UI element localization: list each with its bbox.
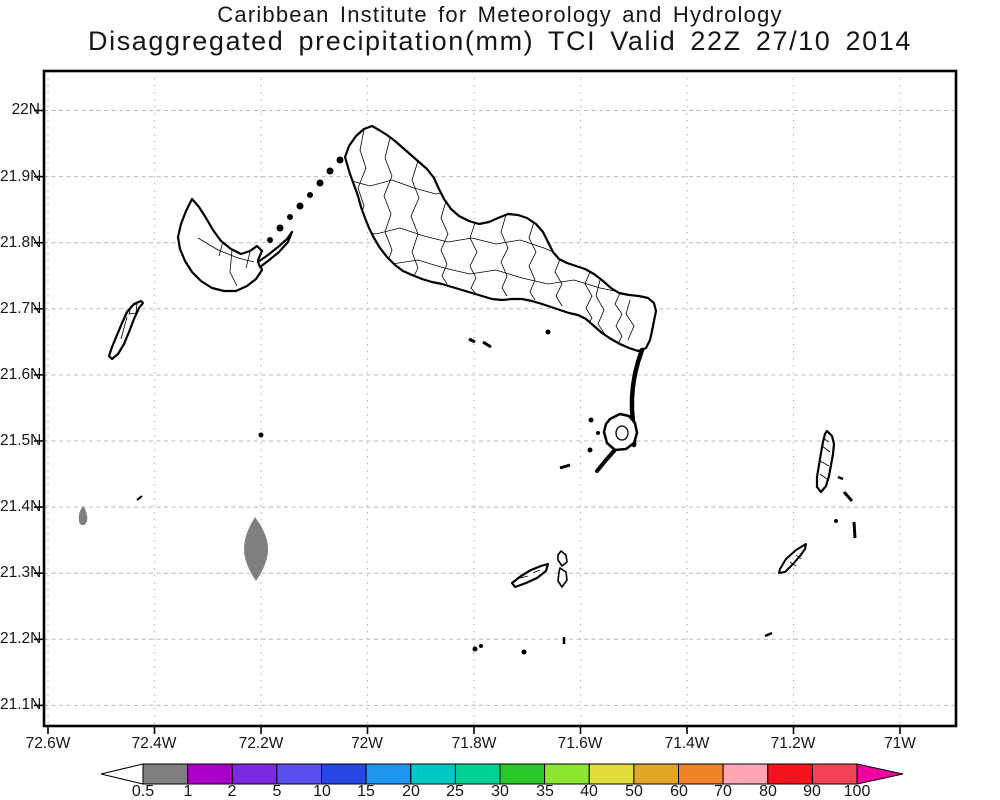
- colorbar-label: 1: [183, 783, 193, 800]
- colorbar-segment: [187, 763, 233, 785]
- coastline-provo-east-spit: [256, 230, 294, 269]
- lat-axis-label: 21.1N: [0, 696, 42, 713]
- lon-axis-label: 72.4W: [131, 735, 177, 752]
- colorbar-label: 50: [625, 783, 643, 800]
- lat-axis-label: 21.4N: [0, 498, 42, 515]
- coastline-caicos-arc: [343, 124, 658, 353]
- axis-ticks: [34, 109, 901, 734]
- lat-axis-label: 21.5N: [0, 432, 42, 449]
- south-caicos-lagoon: [615, 425, 629, 441]
- coastline-little-ambergris-south: [557, 567, 568, 588]
- colorbar-left-arrow: [100, 763, 144, 785]
- colorbar-label: 35: [536, 783, 554, 800]
- small-cays: [136, 156, 857, 655]
- colorbar-segment: [499, 763, 546, 785]
- colorbar-label: 15: [357, 783, 375, 800]
- colorbar-segment: [588, 763, 635, 785]
- lon-axis-label: 72W: [351, 735, 383, 752]
- coastline-salt-cay: [778, 543, 807, 574]
- colorbar-segment: [811, 763, 858, 785]
- colorbar-label: 80: [759, 783, 777, 800]
- precip-shading: [78, 506, 268, 581]
- coastline-grand-turk: [815, 429, 836, 494]
- colorbar-label: 70: [714, 783, 732, 800]
- coastline-little-ambergris-north: [557, 550, 568, 567]
- lat-axis-label: 21.6N: [0, 366, 42, 383]
- lon-axis-label: 71.2W: [770, 735, 816, 752]
- colorbar-label: 20: [402, 783, 420, 800]
- lon-axis-label: 72.6W: [25, 735, 71, 752]
- colorbar-right-arrow: [856, 763, 904, 785]
- coastline-long-cay: [595, 449, 616, 473]
- colorbar-segment: [365, 763, 412, 785]
- colorbar: [100, 763, 904, 785]
- latitude-gridlines: [44, 110, 956, 706]
- colorbar-label: 30: [491, 783, 509, 800]
- coastline-providenciales: [176, 197, 264, 293]
- colorbar-segment: [321, 763, 367, 785]
- colorbar-label: 90: [803, 783, 821, 800]
- colorbar-segment: [142, 763, 189, 785]
- page-subtitle: Disaggregated precipitation(mm) TCI Vali…: [88, 26, 912, 56]
- precip-blob-small: [78, 506, 88, 526]
- longitude-gridlines: [47, 71, 901, 726]
- colorbar-label: 25: [446, 783, 464, 800]
- colorbar-segment: [231, 763, 278, 785]
- small-island-details: [120, 303, 831, 579]
- colorbar-segment: [544, 763, 590, 785]
- lat-axis-label: 21.2N: [0, 630, 42, 647]
- lat-axis-label: 21.9N: [0, 168, 42, 185]
- colorbar-label: 60: [670, 783, 688, 800]
- lon-axis-label: 72.2W: [238, 735, 284, 752]
- colorbar-label: 5: [272, 783, 282, 800]
- west-sand-spit: [136, 495, 143, 501]
- colorbar-label: 0.5: [131, 783, 155, 800]
- coastlines: [107, 124, 836, 589]
- colorbar-segment: [767, 763, 813, 785]
- page-title: Caribbean Institute for Meteorology and …: [217, 2, 783, 27]
- lat-axis-label: 21.3N: [0, 564, 42, 581]
- french-cay: [258, 432, 264, 438]
- colorbar-label: 40: [580, 783, 598, 800]
- colorbar-label: 2: [227, 783, 237, 800]
- colorbar-segment: [633, 763, 680, 785]
- coastline-west-caicos: [107, 299, 145, 361]
- lon-axis-label: 71W: [884, 735, 916, 752]
- colorbar-label: 10: [313, 783, 331, 800]
- lat-axis-label: 22N: [11, 101, 40, 118]
- lon-axis-label: 71.6W: [557, 735, 603, 752]
- map-frame: [42, 69, 958, 728]
- coastline-big-ambergris: [510, 562, 550, 589]
- colorbar-segment: [410, 763, 456, 785]
- colorbar-segment: [454, 763, 501, 785]
- lat-axis-label: 21.8N: [0, 234, 42, 251]
- colorbar-label: 100: [843, 783, 871, 800]
- lon-axis-label: 71.4W: [664, 735, 710, 752]
- colorbar-segment: [678, 763, 724, 785]
- lat-axis-label: 21.7N: [0, 300, 42, 317]
- lon-axis-label: 71.8W: [451, 735, 497, 752]
- precip-blob-large: [244, 517, 268, 581]
- colorbar-segment: [722, 763, 769, 785]
- colorbar-segment: [276, 763, 322, 785]
